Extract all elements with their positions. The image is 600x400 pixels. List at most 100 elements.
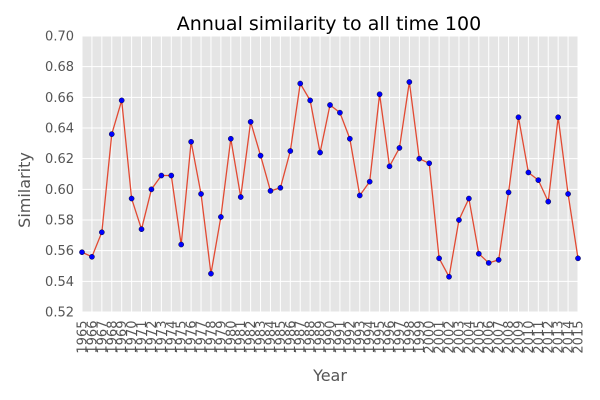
x-tick-label: 1974 [165, 321, 180, 354]
data-point [307, 97, 313, 104]
data-point [545, 198, 552, 205]
data-point [327, 102, 333, 108]
x-tick-label: 1993 [353, 321, 368, 354]
grid [81, 35, 579, 313]
data-point [257, 152, 264, 159]
data-point [218, 214, 224, 220]
x-tick-label: 1975 [175, 321, 190, 354]
y-tick-label: 0.64 [45, 122, 74, 137]
x-tick-label: 1997 [393, 321, 408, 354]
data-point [356, 192, 363, 199]
data-point [575, 255, 581, 262]
data-point [565, 191, 571, 197]
data-point [386, 163, 393, 170]
x-tick-label: 2008 [502, 321, 517, 354]
x-tick-label: 1976 [185, 321, 200, 354]
x-tick-label: 2000 [423, 321, 438, 354]
data-point [347, 135, 353, 142]
x-tick-label: 2013 [552, 321, 567, 354]
x-tick-label: 1968 [105, 321, 120, 354]
x-tick-label: 2006 [482, 320, 497, 353]
data-point [466, 195, 472, 202]
chart-title: Annual similarity to all time 100 [177, 13, 481, 35]
data-point [128, 195, 135, 202]
x-tick-label: 2005 [472, 321, 487, 354]
x-tick-label: 1991 [333, 321, 348, 354]
data-point [406, 79, 413, 85]
data-point [456, 217, 462, 223]
data-point [485, 260, 492, 266]
x-tick-label: 1971 [135, 321, 150, 354]
x-tick-label: 1986 [284, 321, 299, 354]
data-point [337, 109, 343, 116]
y-tick-label: 0.58 [45, 214, 74, 229]
data-point [287, 148, 294, 154]
y-axis-ticks: 0.52 0.54 0.56 0.58 0.60 0.62 0.64 0.66 0.68 0.70 [45, 30, 74, 321]
x-tick-label: 1970 [125, 321, 140, 354]
x-tick-label: 1978 [204, 321, 219, 354]
x-tick-label: 2009 [512, 321, 527, 354]
data-point [198, 191, 204, 197]
data-point [317, 149, 323, 156]
x-tick-label: 1988 [304, 321, 319, 354]
x-tick-label: 1965 [76, 321, 91, 354]
data-point [178, 241, 184, 248]
x-tick-label: 1983 [254, 321, 269, 354]
data-point [495, 257, 502, 263]
y-tick-label: 0.52 [45, 306, 74, 321]
data-point [505, 189, 512, 196]
data-point [158, 172, 165, 179]
x-tick-label: 2001 [433, 321, 448, 354]
data-point [475, 250, 482, 257]
x-tick-label: 1990 [324, 321, 339, 354]
x-tick-label: 1999 [413, 321, 428, 354]
data-point [297, 80, 304, 87]
x-tick-label: 1987 [294, 321, 309, 354]
data-point [366, 178, 373, 185]
data-point [168, 172, 175, 179]
x-tick-label: 1989 [314, 321, 329, 354]
y-tick-label: 0.68 [45, 60, 74, 75]
x-tick-label: 1992 [343, 321, 358, 354]
data-point [267, 188, 274, 194]
data-point [277, 184, 284, 191]
data-point [227, 135, 234, 142]
x-tick-label: 2012 [542, 321, 557, 354]
x-tick-label: 1994 [363, 321, 378, 354]
y-tick-label: 0.66 [45, 91, 74, 106]
data-point [436, 255, 442, 262]
data-point [79, 249, 85, 255]
x-tick-label: 2004 [462, 321, 477, 354]
y-tick-label: 0.56 [45, 244, 74, 259]
x-axis-label: Year [312, 366, 347, 385]
y-tick-label: 0.70 [45, 30, 74, 45]
x-tick-label: 1972 [145, 321, 160, 354]
x-tick-label: 2011 [532, 321, 547, 354]
data-point [208, 270, 214, 277]
x-tick-label: 1977 [195, 321, 210, 354]
x-tick-label: 2007 [492, 321, 507, 354]
data-point [118, 97, 125, 104]
x-tick-label: 1998 [403, 321, 418, 354]
data-point [416, 155, 423, 162]
x-tick-label: 2014 [562, 321, 577, 354]
x-axis-ticks: 1965196619671968196919701971197219731974… [76, 320, 587, 353]
x-tick-label: 1966 [85, 321, 100, 354]
x-tick-label: 1967 [95, 321, 110, 354]
x-tick-label: 2015 [572, 321, 587, 354]
data-point [247, 119, 254, 125]
data-point [188, 138, 194, 145]
data-point [376, 91, 383, 98]
y-tick-label: 0.60 [45, 183, 74, 198]
y-tick-label: 0.62 [45, 152, 74, 167]
x-tick-label: 1981 [234, 321, 249, 354]
y-axis-label: Similarity [15, 152, 34, 228]
data-point [555, 114, 561, 121]
data-point [426, 160, 433, 167]
x-tick-label: 1979 [214, 321, 229, 354]
x-tick-label: 1969 [115, 321, 130, 354]
x-tick-label: 1995 [373, 321, 388, 354]
data-point [525, 169, 532, 176]
x-tick-label: 1973 [155, 321, 170, 354]
